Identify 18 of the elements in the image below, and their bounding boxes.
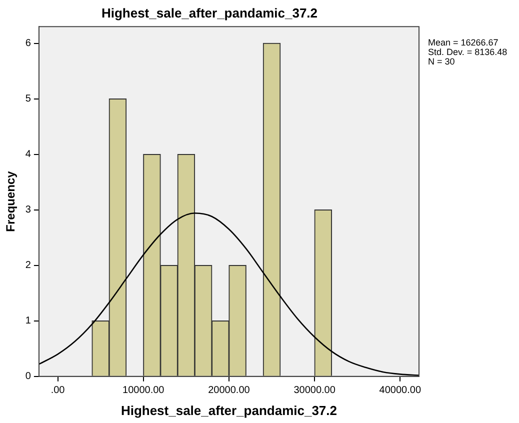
y-tick-label: 2 <box>25 260 32 272</box>
y-tick-label: 4 <box>25 149 32 160</box>
x-tick-label: 10000.00 <box>122 385 165 396</box>
x-tick-label: 30000.00 <box>294 385 336 396</box>
y-tick-label: 3 <box>25 204 32 216</box>
x-axis-title: Highest_sale_after_pandamic_37.2 <box>120 402 338 418</box>
x-tick-label: 20000.00 <box>208 385 250 396</box>
text: Std. Dev. = 8136.48 <box>428 47 508 58</box>
x-tick-label: 40000.00 <box>379 385 422 396</box>
x-tick-label: .00 <box>50 385 66 396</box>
y-tick-label: 1 <box>25 316 32 327</box>
text: N = 30 <box>428 56 455 67</box>
y-tick-label: 5 <box>25 94 32 105</box>
chart-title: Highest_sale_after_pandamic_37.2 <box>101 5 318 20</box>
y-axis-title: Frequency <box>4 170 18 232</box>
text: Mean = 16266.67 <box>428 38 498 48</box>
y-tick-label: 0 <box>25 371 32 382</box>
y-tick-label: 6 <box>25 38 32 50</box>
